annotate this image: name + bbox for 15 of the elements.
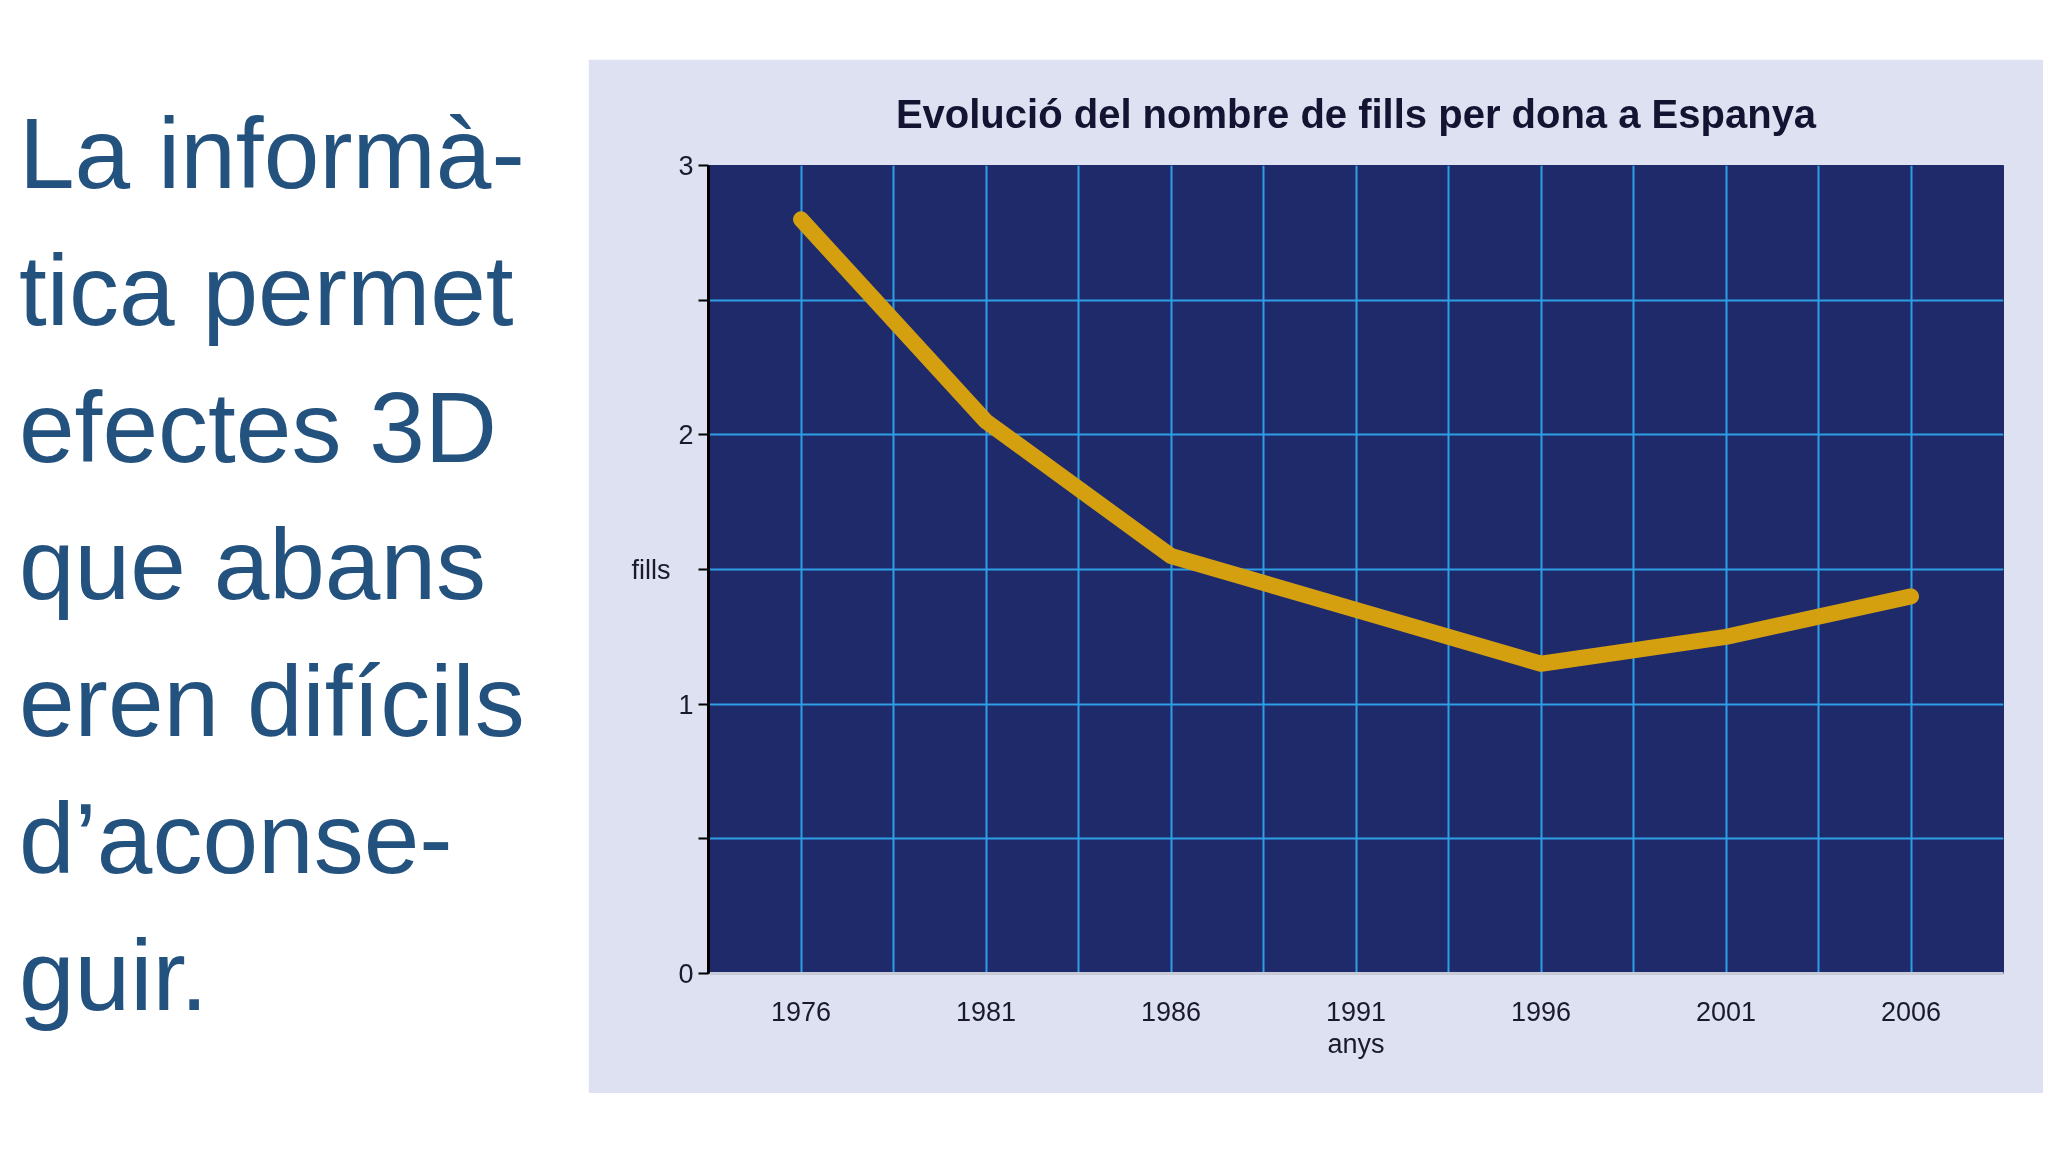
x-tick-label: 1986 bbox=[1140, 996, 1202, 1027]
y-tick-label: 3 bbox=[678, 151, 694, 181]
y-tick-label: 2 bbox=[678, 420, 694, 451]
x-tick-label: 1976 bbox=[770, 996, 832, 1027]
x-tick-label: 2001 bbox=[1695, 996, 1757, 1027]
text: La informà- tica permet efectes 3D que abans eren difícils d’aconse- guir. bbox=[19, 96, 525, 1033]
x-tick-label: 1996 bbox=[1510, 996, 1572, 1027]
y-axis-title: fills bbox=[631, 554, 671, 585]
x-tick-label: 1981 bbox=[955, 996, 1017, 1027]
x-tick-label: 2006 bbox=[1880, 996, 1942, 1027]
y-tick-label: 1 bbox=[678, 689, 694, 720]
chart-title: Evolució del nombre de fills per dona a Espanya bbox=[895, 91, 1817, 136]
x-axis-title: anys bbox=[1327, 1028, 1385, 1059]
y-tick-label: 0 bbox=[678, 959, 694, 989]
x-tick-label: 1991 bbox=[1325, 996, 1387, 1027]
